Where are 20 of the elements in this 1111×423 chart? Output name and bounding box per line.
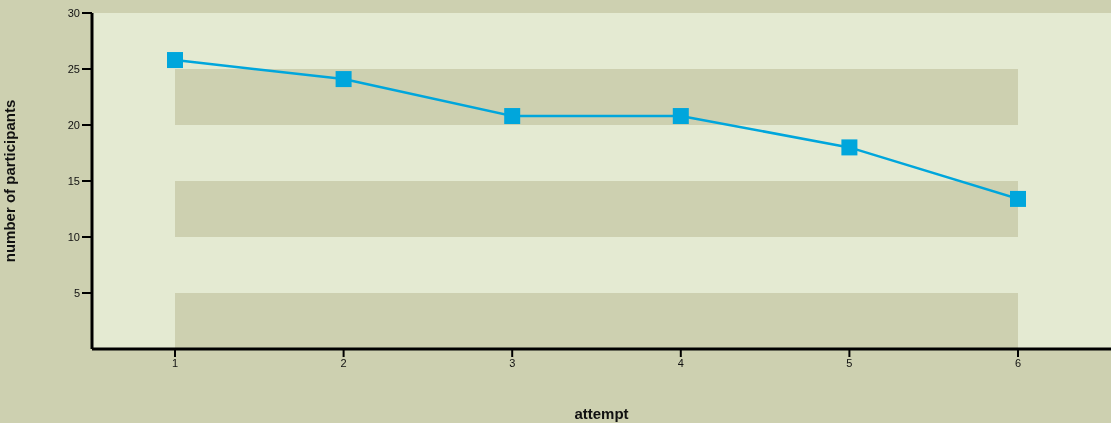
y-axis-title: number of participants (1, 99, 19, 263)
y-tick-label: 20 (67, 118, 80, 131)
x-tick-label: 5 (846, 356, 853, 369)
x-tick-label: 3 (509, 356, 516, 369)
y-tick-label: 25 (67, 62, 80, 75)
y-tick-label: 30 (67, 6, 80, 19)
y-tick-label: 15 (67, 174, 80, 187)
x-tick-label: 4 (677, 356, 684, 369)
point (335, 71, 352, 88)
point (167, 52, 183, 69)
x-tick-label: 6 (1014, 356, 1022, 369)
y-tick-label: 5 (73, 286, 80, 299)
point (1010, 190, 1026, 207)
point (672, 108, 689, 125)
y-tick-label: 10 (67, 230, 80, 243)
x-tick-label: 1 (171, 356, 179, 369)
point (504, 108, 521, 125)
point (841, 139, 858, 156)
x-axis-title: attempt (574, 405, 629, 422)
x-tick-label: 2 (340, 356, 347, 369)
